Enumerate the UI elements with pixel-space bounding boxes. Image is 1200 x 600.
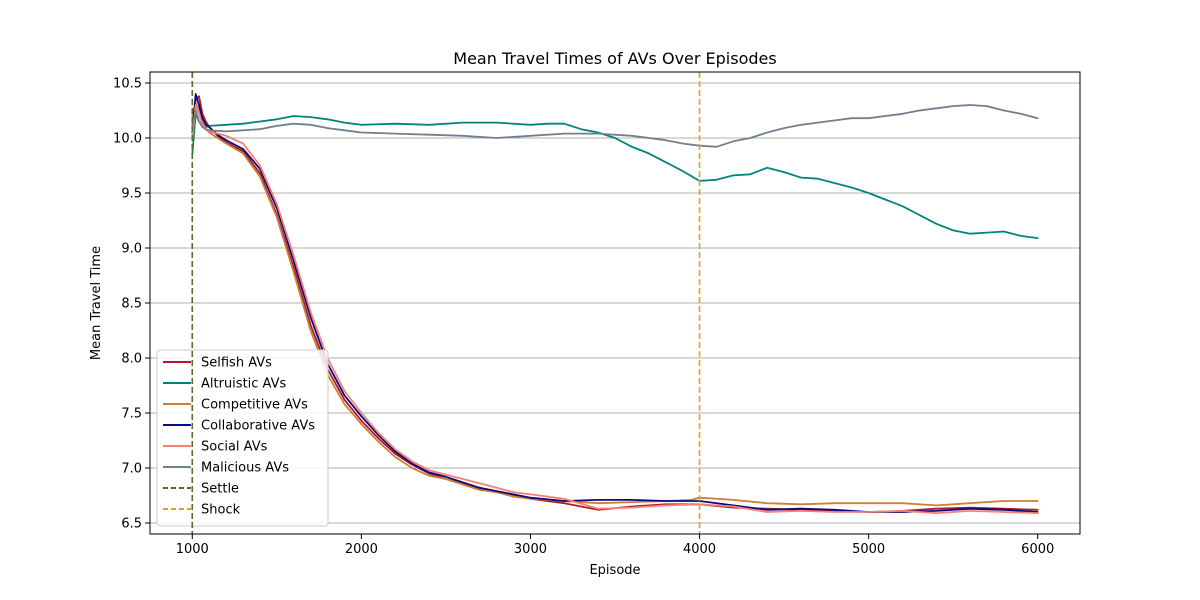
legend-label: Malicious AVs <box>201 461 289 476</box>
legend-label: Competitive AVs <box>201 398 308 413</box>
y-tick-label: 9.5 <box>121 187 142 202</box>
series-line-malicious-avs <box>191 104 1039 148</box>
x-axis-ticks: 1000 2000 3000 4000 5000 6000 <box>176 534 1054 557</box>
legend-label: Shock <box>201 503 241 518</box>
reference-lines <box>191 72 701 534</box>
legend-label: Social AVs <box>201 440 268 455</box>
x-axis-title: Episode <box>589 563 640 578</box>
y-tick-label: 6.5 <box>121 517 142 532</box>
y-tick-label: 7.5 <box>121 407 142 422</box>
x-tick-label: 2000 <box>345 542 378 557</box>
x-tick-label: 6000 <box>1021 542 1054 557</box>
series-line-altruistic-avs <box>191 112 1039 240</box>
series-layer <box>191 93 1039 514</box>
y-axis-title: Mean Travel Time <box>89 246 104 360</box>
series-line-collaborative-avs <box>191 93 1039 513</box>
plot-frame <box>149 71 1081 535</box>
chart-title: Mean Travel Times of AVs Over Episodes <box>453 49 776 68</box>
series-line-competitive-avs <box>191 101 1039 507</box>
y-tick-label: 7.0 <box>121 462 142 477</box>
y-tick-label: 9.0 <box>121 242 142 257</box>
x-tick-label: 1000 <box>176 542 209 557</box>
x-tick-label: 3000 <box>514 542 547 557</box>
legend-label: Collaborative AVs <box>201 419 315 434</box>
legend: Selfish AVs Altruistic AVs Competitive AVs… <box>156 349 329 527</box>
x-tick-label: 5000 <box>852 542 885 557</box>
series-line-social-avs <box>191 104 1039 514</box>
legend-box <box>156 349 329 527</box>
legend-label: Settle <box>201 482 239 497</box>
x-tick-label: 4000 <box>683 542 716 557</box>
legend-label: Altruistic AVs <box>201 377 287 392</box>
y-tick-label: 10.5 <box>113 77 142 92</box>
legend-label: Selfish AVs <box>201 356 272 371</box>
y-axis-ticks: 6.5 7.0 7.5 8.0 8.5 9.0 9.5 10.0 10.5 <box>113 77 150 532</box>
y-tick-label: 8.5 <box>121 297 142 312</box>
y-tick-label: 8.0 <box>121 352 142 367</box>
y-tick-label: 10.0 <box>113 132 142 147</box>
